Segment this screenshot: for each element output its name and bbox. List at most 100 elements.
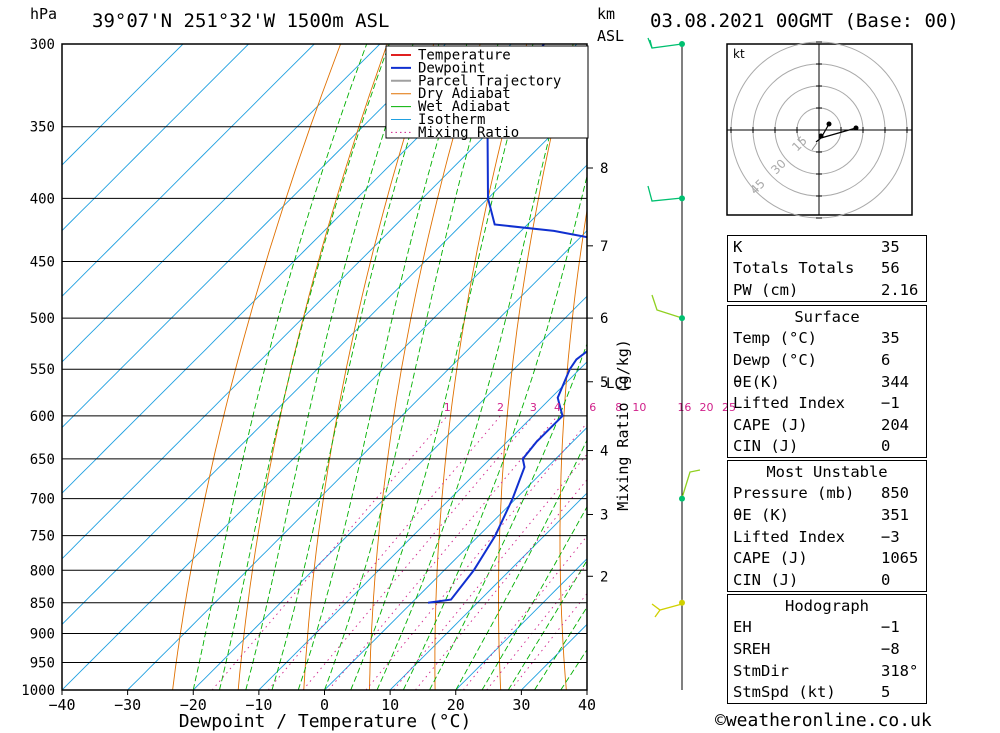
mixing-ratio-label: 3 — [530, 401, 537, 414]
isotherm-line — [62, 164, 587, 690]
wind-barb-dot — [679, 495, 685, 502]
x-tick-label: 0 — [320, 696, 329, 714]
pressure-tick-label: 850 — [30, 596, 55, 612]
pressure-tick-label: 900 — [30, 626, 55, 642]
x-tick-label: −10 — [245, 696, 272, 714]
mixing-ratio-label: 1 — [444, 401, 451, 414]
pressure-tick-label: 1000 — [21, 683, 55, 699]
pressure-tick-label: 650 — [30, 452, 55, 468]
hodograph-row: StmDir 318° — [728, 660, 927, 682]
mixing-ratio-line — [267, 415, 501, 690]
mixing-ratio-line — [486, 563, 587, 690]
index-value: 56 — [881, 259, 900, 278]
legend-label: Temperature — [418, 48, 511, 64]
wind-barb-dot — [679, 315, 685, 322]
hodograph-label: StmDir — [733, 661, 789, 680]
mixing-ratio-label: 6 — [589, 401, 596, 414]
surface-value: 6 — [881, 350, 891, 369]
x-tick-label: 30 — [512, 696, 530, 714]
wind-barb-dot — [679, 41, 685, 47]
hodograph-row: EH −1 — [728, 617, 927, 639]
wind-barb — [681, 469, 701, 499]
legend-label: Dry Adiabat — [418, 86, 511, 102]
km-tick-label: 4 — [600, 444, 608, 460]
legend-label: Isotherm — [418, 112, 485, 128]
hodograph-params-table: Hodograph EH −1 SREH −8 StmDir 318° StmSpd (kt… — [727, 594, 927, 704]
surface-table: Surface Temp (°C) 35 Dewp (°C) 6 θE(K) 344 Lif… — [727, 305, 927, 459]
asl-label: ASL — [597, 27, 625, 45]
most-unstable-value: −3 — [881, 527, 900, 546]
isotherm-line — [62, 98, 587, 626]
most-unstable-title: Most Unstable — [766, 462, 888, 481]
wind-barb — [647, 37, 683, 49]
most-unstable-label: Pressure (mb) — [733, 484, 855, 503]
legend-label: Mixing Ratio — [418, 125, 519, 141]
km-tick-label: 2 — [600, 569, 608, 585]
isotherm-line — [62, 44, 249, 232]
km-tick-label: 7 — [600, 239, 608, 255]
wind-barb — [654, 609, 661, 618]
surface-label: Dewp (°C) — [733, 350, 817, 369]
most-unstable-row: Pressure (mb) 850 — [728, 483, 927, 505]
isotherm-line — [62, 44, 184, 166]
isotherm-line — [455, 558, 587, 690]
isotherm-line — [62, 44, 381, 363]
surface-value: 35 — [881, 329, 900, 348]
surface-label: Temp (°C) — [733, 329, 817, 348]
lcl-label: LCL — [606, 376, 631, 392]
index-label: Totals Totals — [733, 259, 855, 278]
surface-row: θE(K) 344 — [728, 371, 927, 393]
surface-row: Temp (°C) 35 — [728, 328, 927, 350]
pressure-tick-label: 300 — [30, 37, 55, 53]
dry-adiabat-line — [677, 44, 712, 690]
wind-barb — [647, 185, 683, 202]
hpa-label: hPa — [30, 5, 58, 23]
surface-value: −1 — [881, 394, 900, 413]
surface-label: CIN (J) — [733, 437, 799, 456]
km-tick-label: 3 — [600, 507, 608, 523]
indices-table: K 35 Totals Totals 56 PW (cm) 2.16 — [727, 235, 927, 302]
x-tick-label: −40 — [48, 696, 75, 714]
index-label: K — [733, 237, 743, 256]
mixing-ratio-label: 25 — [722, 401, 736, 414]
pressure-tick-label: 400 — [30, 191, 55, 207]
pressure-tick-label: 600 — [30, 409, 55, 425]
wind-barb — [651, 603, 683, 611]
surface-value: 344 — [881, 372, 909, 391]
pressure-tick-label: 550 — [30, 362, 55, 378]
surface-label: θE(K) — [733, 372, 780, 391]
surface-label: Lifted Index — [733, 394, 845, 413]
hodograph-params-title: Hodograph — [785, 596, 869, 615]
wet-adiabat-line — [324, 44, 499, 690]
location-title: 39°07'N 251°32'W 1500m ASL — [92, 10, 390, 32]
pressure-tick-label: 950 — [30, 655, 55, 671]
hodograph-row: SREH −8 — [728, 638, 927, 660]
km-tick-label: 6 — [600, 311, 608, 327]
mixing-ratio-line — [211, 415, 448, 690]
surface-title: Surface — [794, 307, 860, 326]
isotherm-line — [62, 44, 315, 297]
hodograph-value: 5 — [881, 683, 891, 702]
wet-adiabat-line — [507, 559, 587, 690]
plot-area — [62, 44, 712, 690]
most-unstable-value: 351 — [881, 505, 909, 524]
index-row: K 35 — [728, 236, 927, 258]
most-unstable-row: θE (K) 351 — [728, 504, 927, 526]
surface-row: Dewp (°C) 6 — [728, 349, 927, 371]
datetime: 03.08.2021 00GMT (Base: 00) — [650, 10, 959, 32]
index-value: 2.16 — [881, 280, 919, 299]
mixing-ratio-line — [365, 422, 587, 690]
most-unstable-row: Lifted Index −3 — [728, 526, 927, 548]
mixing-ratio-label: 2 — [497, 401, 504, 414]
temperature-line — [613, 44, 658, 603]
surface-row: Lifted Index −1 — [728, 392, 927, 414]
hodograph-unit: kt — [733, 47, 745, 61]
copyright-footer[interactable]: ©weatheronline.co.uk — [715, 710, 932, 731]
most-unstable-table: Most Unstable Pressure (mb) 850 θE (K) 351 L… — [727, 460, 927, 592]
mixing-ratio-label: 20 — [700, 401, 714, 414]
storm-motion-vector — [811, 142, 818, 151]
hodograph-point — [818, 133, 824, 139]
pressure-tick-label: 700 — [30, 492, 55, 508]
x-tick-label: 20 — [447, 696, 465, 714]
